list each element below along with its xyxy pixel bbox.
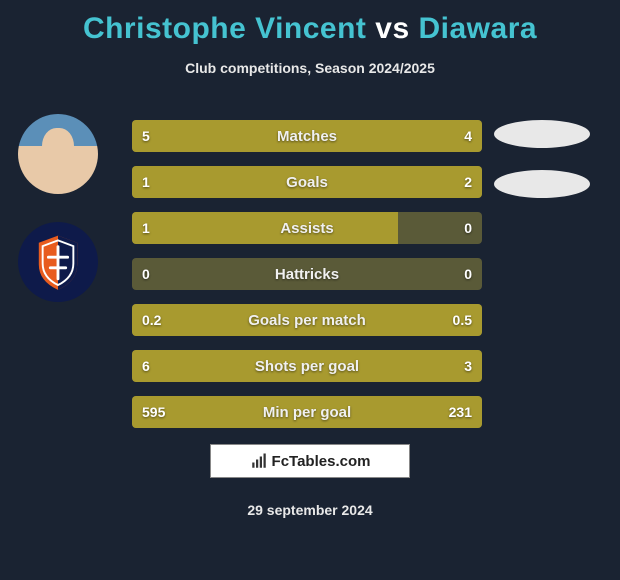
stat-label: Hattricks <box>275 266 339 283</box>
stat-value-right: 0 <box>464 266 472 282</box>
avatars-column <box>0 104 110 320</box>
stat-value-right: 4 <box>464 128 472 144</box>
stat-row: 0 Hattricks 0 <box>132 258 482 290</box>
player2-name: Diawara <box>418 12 537 45</box>
stat-row: 595 Min per goal 231 <box>132 396 482 428</box>
brand-text: FcTables.com <box>272 453 371 470</box>
stat-value-left: 0 <box>142 266 150 282</box>
stat-label: Min per goal <box>263 404 351 421</box>
player1-name: Christophe Vincent <box>83 12 366 45</box>
subtitle: Club competitions, Season 2024/2025 <box>0 60 620 76</box>
stat-value-left: 1 <box>142 220 150 236</box>
bar-left <box>132 212 398 244</box>
comparison-title: Christophe Vincent vs Diawara <box>0 0 620 46</box>
stat-value-right: 0 <box>464 220 472 236</box>
brand-box[interactable]: FcTables.com <box>210 444 410 478</box>
player2-avatar <box>8 212 108 312</box>
stat-value-left: 5 <box>142 128 150 144</box>
stats-chart: 5 Matches 4 1 Goals 2 1 Assists 0 0 Hattricks 0 0.2 G… <box>132 120 482 442</box>
stat-value-right: 0.5 <box>453 312 472 328</box>
stat-label: Goals per match <box>248 312 366 329</box>
avatar-photo-placeholder <box>18 114 98 194</box>
ellipse-placeholder <box>494 170 590 198</box>
stat-label: Matches <box>277 128 337 145</box>
vs-label: vs <box>375 12 409 45</box>
stat-value-left: 0.2 <box>142 312 161 328</box>
bar-right <box>328 120 482 152</box>
stat-value-left: 595 <box>142 404 165 420</box>
stat-row: 5 Matches 4 <box>132 120 482 152</box>
stat-row: 6 Shots per goal 3 <box>132 350 482 382</box>
stat-value-right: 231 <box>449 404 472 420</box>
date-label: 29 september 2024 <box>0 502 620 518</box>
stat-value-left: 1 <box>142 174 150 190</box>
player1-avatar <box>8 104 108 204</box>
stat-row: 0.2 Goals per match 0.5 <box>132 304 482 336</box>
avatar-club-logo <box>18 222 98 302</box>
ellipse-placeholder <box>494 120 590 148</box>
stat-value-right: 2 <box>464 174 472 190</box>
chart-icon <box>250 452 268 470</box>
right-ellipses <box>494 120 604 220</box>
shield-icon <box>34 233 82 291</box>
stat-value-right: 3 <box>464 358 472 374</box>
bar-right <box>248 166 483 198</box>
stat-label: Shots per goal <box>255 358 359 375</box>
stat-row: 1 Goals 2 <box>132 166 482 198</box>
stat-label: Assists <box>280 220 333 237</box>
stat-row: 1 Assists 0 <box>132 212 482 244</box>
stat-value-left: 6 <box>142 358 150 374</box>
stat-label: Goals <box>286 174 328 191</box>
